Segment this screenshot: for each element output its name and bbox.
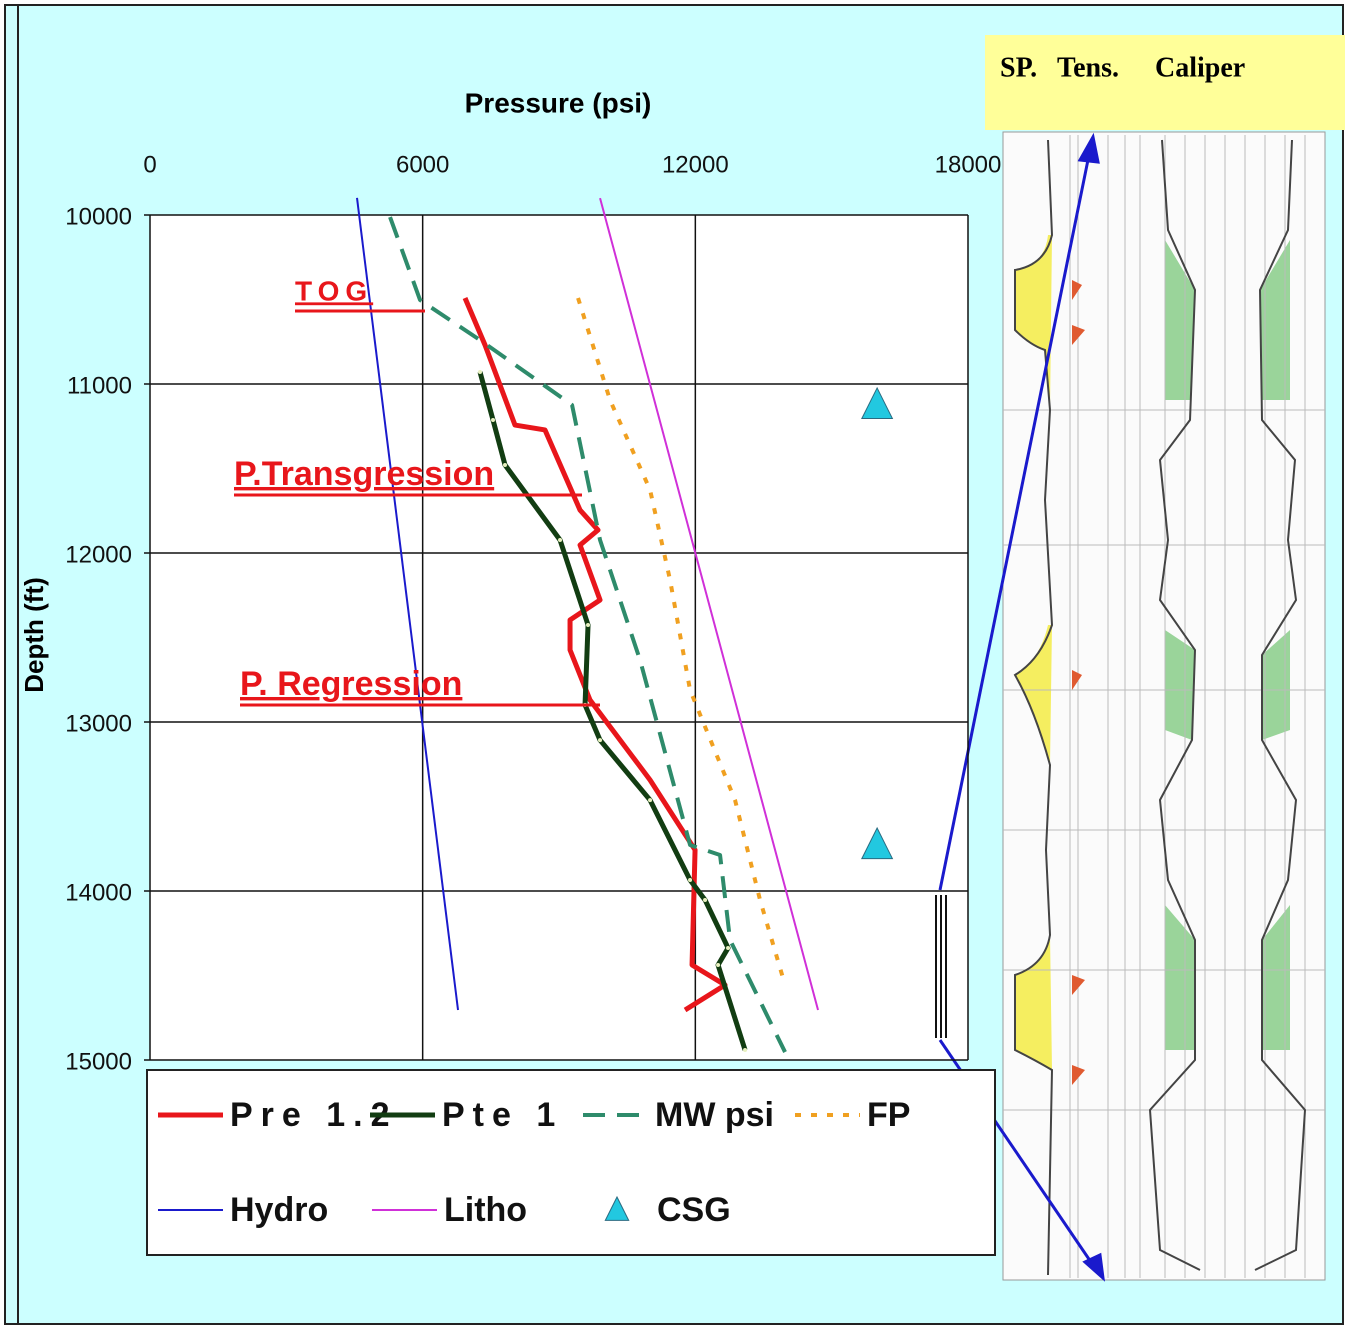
marker <box>478 370 482 374</box>
marker <box>743 1048 747 1052</box>
x-tick-label: 18000 <box>935 151 1002 178</box>
marker <box>648 798 652 802</box>
marker <box>703 898 707 902</box>
annotation: P.Transgression <box>234 455 494 493</box>
log-header-label: SP. <box>1000 52 1037 83</box>
y-tick-label: 15000 <box>65 1048 132 1075</box>
plot-area <box>150 215 968 1060</box>
marker <box>688 878 692 882</box>
y-tick-label: 12000 <box>65 541 132 568</box>
marker <box>503 463 507 467</box>
marker <box>716 963 720 967</box>
legend-label: CSG <box>657 1191 731 1229</box>
y-tick-label: 11000 <box>67 372 132 399</box>
marker <box>558 538 562 542</box>
annotation: TOG <box>295 275 373 306</box>
figure: Pressure (psi) Depth (ft) SP. Tens. Cali… <box>0 0 1348 1329</box>
legend-label: Hydro <box>230 1191 328 1229</box>
y-tick-label: 14000 <box>65 879 132 906</box>
y-tick-label: 10000 <box>65 203 132 230</box>
annotation: P. Regression <box>240 665 462 703</box>
y-axis-label: Depth (ft) <box>19 577 49 693</box>
legend-label: Litho <box>444 1191 527 1229</box>
legend-label: FP <box>867 1096 910 1134</box>
legend-label: MW psi <box>655 1096 774 1134</box>
x-tick-label: 0 <box>143 151 156 178</box>
log-header-label: Tens. <box>1057 52 1119 83</box>
marker <box>586 623 590 627</box>
x-tick-label: 6000 <box>396 151 449 178</box>
marker <box>491 418 495 422</box>
log-header-label: Caliper <box>1155 52 1245 83</box>
y-tick-label: 13000 <box>65 710 132 737</box>
legend-label: Pte 1 <box>442 1096 563 1134</box>
page: {"chart_data": {"type": "line", "title":… <box>0 0 1348 1329</box>
marker <box>598 738 602 742</box>
log-panel: SP. Tens. Caliper <box>985 35 1345 1280</box>
x-tick-label: 12000 <box>662 151 729 178</box>
marker <box>726 946 730 950</box>
chart-title: Pressure (psi) <box>465 87 652 118</box>
